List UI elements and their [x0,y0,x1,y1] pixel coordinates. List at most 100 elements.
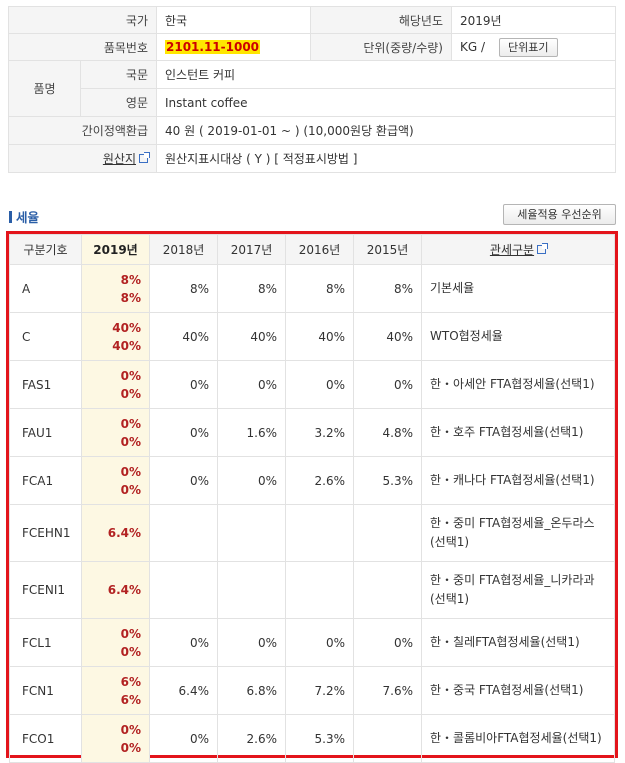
rate-2019-value: 0% [120,368,141,383]
english-name-label: 영문 [80,88,157,117]
rate-description: 한・아세안 FTA협정세율(선택1) [421,360,615,409]
rate-2016: 3.2% [285,408,354,457]
rate-2019-value: 8% [120,272,141,287]
rate-2015 [353,504,422,562]
rate-2019-value: 0% [120,740,141,755]
rate-2015: 4.8% [353,408,422,457]
item-no-label: 품목번호 [8,33,157,61]
rate-2015: 7.6% [353,666,422,715]
rate-2019-value: 0% [120,464,141,479]
unit-notation-button[interactable]: 단위표기 [499,37,558,57]
rate-description: 한・캐나다 FTA협정세율(선택1) [421,456,615,505]
rate-2019-value: 6% [120,674,141,689]
unit-cell: KG / 단위표기 [451,33,616,61]
rate-2018: 0% [149,360,218,409]
unit-value: KG / [460,39,486,54]
rate-description: WTO협정세율 [421,312,615,361]
rate-2016: 2.6% [285,456,354,505]
rates-table: 구분기호 2019년 2018년 2017년 2016년 2015년 관세구분 … [9,234,615,763]
rate-2019-value: 6.4% [107,583,141,597]
rate-2015 [353,714,422,763]
origin-value: 원산지표시대상 ( Y ) [ 적정표시방법 ] [156,144,616,173]
rate-2019: 8% 8% [81,264,150,313]
refund-value: 40 원 ( 2019-01-01 ~ ) (10,000원당 환급액) [156,116,616,145]
item-no-cell: 2101.11-1000 [156,33,311,61]
rates-body: A 8% 8% 8% 8% 8% 8% 기본세율 C 40% 40% 40% 40% 40% 40% WTO협… [9,264,615,763]
rate-2019: 0% 0% [81,618,150,667]
rate-2019: 0% 0% [81,456,150,505]
rate-code: FAS1 [9,360,82,409]
country-value: 한국 [156,6,311,34]
origin-link[interactable]: 원산지 [102,152,136,166]
rate-2018: 0% [149,456,218,505]
unit-label: 단위(중량/수량) [310,33,452,61]
rate-code: A [9,264,82,313]
korean-name-label: 국문 [80,60,157,89]
rate-priority-button[interactable]: 세율적용 우선순위 [503,204,616,225]
rate-2018: 0% [149,408,218,457]
refund-label: 간이정액환급 [8,116,157,145]
table-row: FCA1 0% 0% 0% 0% 2.6% 5.3% 한・캐나다 FTA협정세율(선택1) [9,456,615,505]
table-row: A 8% 8% 8% 8% 8% 8% 기본세율 [9,264,615,313]
rates-highlight-frame: 구분기호 2019년 2018년 2017년 2016년 2015년 관세구분 … [6,231,618,763]
rate-2017: 6.8% [217,666,286,715]
rate-2019: 0% 0% [81,360,150,409]
item-info-table: 국가 한국 해당년도 2019년 품목번호 2101.11-1000 단위(중량… [8,6,616,173]
rate-description: 한・칠레FTA협정세율(선택1) [421,618,615,667]
rate-description: 기본세율 [421,264,615,313]
table-row: FAU1 0% 0% 0% 1.6% 3.2% 4.8% 한・호주 FTA협정세율(선택1) [9,408,615,457]
tariff-type-link[interactable]: 관세구분 [489,243,535,257]
table-row: FCO1 0% 0% 0% 2.6% 5.3% 한・콜롬비아FTA협정세율(선택1) [9,714,615,763]
rate-description: 한・중미 FTA협정세율_온두라스(선택1) [421,504,615,562]
rate-2015: 8% [353,264,422,313]
rate-2017: 8% [217,264,286,313]
rate-2019: 6.4% [81,561,150,619]
rate-2017: 0% [217,360,286,409]
popup-icon[interactable] [139,152,150,163]
korean-name-value: 인스턴트 커피 [156,60,616,89]
rate-2015 [353,561,422,619]
rate-2019-value: 0% [120,434,141,449]
year-value: 2019년 [451,6,616,34]
rate-2016 [285,504,354,562]
rate-2019-value: 8% [120,290,141,305]
rate-2019-value: 6.4% [107,526,141,540]
header-2019: 2019년 [81,234,150,265]
rate-2016: 7.2% [285,666,354,715]
rate-2018: 0% [149,714,218,763]
rate-2019-value: 6% [120,692,141,707]
rates-section-title: 세율 [9,207,39,226]
rate-2015: 5.3% [353,456,422,505]
rate-2019-value: 0% [120,626,141,641]
rate-2019: 40% 40% [81,312,150,361]
rate-2017 [217,504,286,562]
rate-2016: 0% [285,618,354,667]
year-label: 해당년도 [310,6,452,34]
rate-description: 한・콜롬비아FTA협정세율(선택1) [421,714,615,763]
header-2018: 2018년 [149,234,218,265]
rate-2019-value: 0% [120,482,141,497]
rate-2019-value: 0% [120,386,141,401]
rate-2015: 40% [353,312,422,361]
rate-2017: 1.6% [217,408,286,457]
table-row: FCENI1 6.4% 한・중미 FTA협정세율_니카라과(선택1) [9,561,615,619]
rate-2017: 40% [217,312,286,361]
rate-2017: 0% [217,618,286,667]
rate-2018: 6.4% [149,666,218,715]
rate-2018 [149,504,218,562]
rate-2016: 8% [285,264,354,313]
popup-icon[interactable] [537,243,549,254]
table-row: FCEHN1 6.4% 한・중미 FTA협정세율_온두라스(선택1) [9,504,615,562]
rate-2019: 0% 0% [81,408,150,457]
rate-2018: 0% [149,618,218,667]
rate-2016 [285,561,354,619]
table-row: C 40% 40% 40% 40% 40% 40% WTO협정세율 [9,312,615,361]
name-label: 품명 [8,60,81,117]
rate-2017 [217,561,286,619]
header-2015: 2015년 [353,234,422,265]
section-bar-icon [9,211,12,223]
rate-2019-value: 0% [120,722,141,737]
origin-label-cell: 원산지 [8,144,157,173]
rate-code: C [9,312,82,361]
rate-code: FCEHN1 [9,504,82,562]
